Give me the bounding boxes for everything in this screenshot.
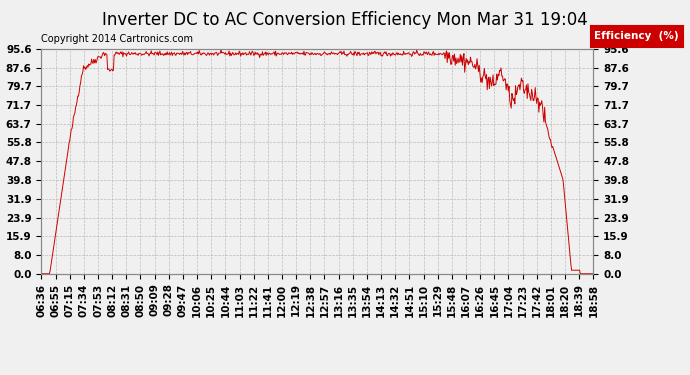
Text: Copyright 2014 Cartronics.com: Copyright 2014 Cartronics.com — [41, 34, 193, 44]
Text: Efficiency  (%): Efficiency (%) — [594, 31, 679, 41]
Text: Inverter DC to AC Conversion Efficiency Mon Mar 31 19:04: Inverter DC to AC Conversion Efficiency … — [102, 11, 588, 29]
